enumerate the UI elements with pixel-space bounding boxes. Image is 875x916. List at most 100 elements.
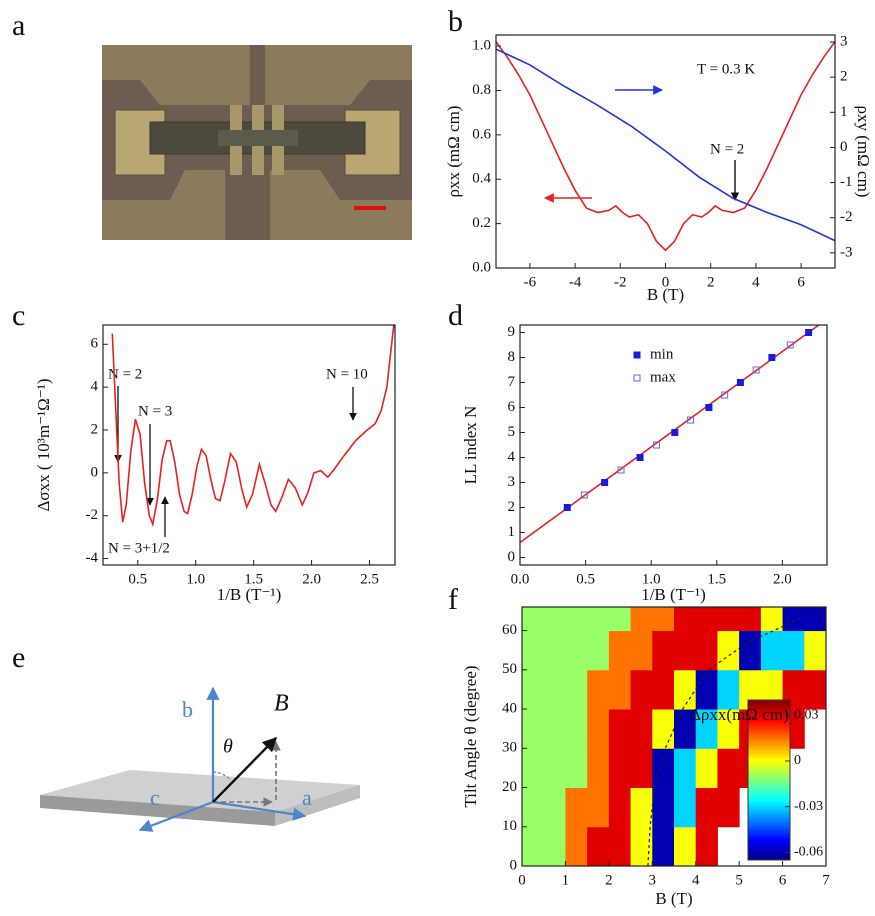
- colorbar-segment: [748, 785, 790, 789]
- heatmap-cell: [608, 669, 632, 710]
- heatmap-cell: [565, 630, 588, 671]
- panel-label: b: [448, 5, 463, 38]
- x-tick-label: 1.5: [707, 571, 726, 587]
- heatmap-cell: [695, 787, 718, 828]
- colorbar-segment: [748, 796, 790, 800]
- panel: 0.5 1.0 1.5 2.0 2.5 -4 -2 0 2 4 6 1/B (T⁻¹) Δσxx ( 1…: [34, 324, 396, 604]
- heatmap-cell: [587, 709, 610, 749]
- data-point: [636, 454, 644, 461]
- colorbar-segment: [748, 708, 790, 712]
- x-tick-label: 5: [735, 872, 743, 888]
- heatmap-cell: [652, 709, 675, 749]
- colorbar-segment: [748, 777, 790, 781]
- data-line: [111, 325, 395, 528]
- x-tick-label: 4: [692, 872, 700, 888]
- colorbar-segment: [748, 844, 790, 848]
- heatmap-cell: [587, 669, 610, 710]
- colorbar-segment: [748, 825, 790, 829]
- x-tick-label: 6: [779, 872, 787, 888]
- colorbar-tick-label: -0.03: [794, 799, 823, 814]
- legend-label: max: [650, 369, 676, 385]
- plot-area: [496, 41, 835, 252]
- colorbar-segment: [748, 801, 790, 805]
- x-tick-label: 3: [649, 872, 657, 888]
- panel: 0.03 0 -0.03 -0.06 Δρxx(mΩ cm) 0 1 2 3 4 5 6 7 0 10 20 3…: [461, 606, 830, 908]
- heatmap-cell: [630, 669, 653, 710]
- y2-tick-label: 3: [840, 33, 848, 49]
- heatmap-cell: [630, 787, 653, 828]
- colorbar-segment: [748, 833, 790, 837]
- colorbar-segment: [748, 828, 790, 832]
- y2-tick-label: 0: [840, 139, 848, 155]
- legend-label: min: [650, 346, 674, 362]
- colorbar-segment: [748, 804, 790, 808]
- heatmap-cell: [760, 607, 784, 632]
- heatmap-cell: [695, 709, 718, 749]
- heatmap-cell: [522, 630, 545, 671]
- colorbar-tick-label: 0.03: [794, 707, 819, 722]
- y2-tick-label: -3: [840, 244, 853, 260]
- heatmap-cell: [717, 787, 740, 828]
- heatmap-cell: [630, 630, 653, 671]
- colorbar-segment: [748, 742, 790, 746]
- data-point: [768, 354, 776, 361]
- y-tick-label: 30: [502, 740, 517, 756]
- colorbar-segment: [748, 721, 790, 725]
- colorbar-label: Δρxx(mΩ cm): [690, 705, 789, 724]
- heatmap-cell: [695, 669, 718, 710]
- colorbar-segment: [748, 822, 790, 826]
- heatmap-cell: [782, 630, 805, 671]
- colorbar-segment: [748, 734, 790, 738]
- heatmap-cell: [652, 669, 675, 710]
- panel-label: a: [12, 9, 25, 42]
- x-tick-label: 0: [662, 274, 670, 290]
- colorbar-segment: [748, 713, 790, 717]
- heatmap-cell: [543, 748, 566, 789]
- x-tick-label: -6: [524, 274, 537, 290]
- data-point: [671, 429, 679, 436]
- colorbar-segment: [748, 732, 790, 736]
- annotation: N = 3+1/2: [108, 540, 170, 556]
- heatmap-cell: [674, 607, 697, 632]
- colorbar-segment: [748, 710, 790, 714]
- y2-tick-label: 2: [840, 69, 848, 85]
- colorbar-segment: [748, 729, 790, 733]
- colorbar-segment: [748, 820, 790, 824]
- heatmap-cell: [522, 607, 545, 632]
- y-tick-label: 5: [508, 424, 516, 440]
- colorbar-segment: [748, 761, 790, 765]
- heatmap-cell: [608, 630, 632, 671]
- x-tick-label: 6: [797, 274, 805, 290]
- heatmap-cell: [804, 630, 826, 671]
- heatmap-cell: [717, 607, 740, 632]
- x-tick-label: 0.5: [128, 571, 147, 587]
- x-tick-label: 0.0: [511, 571, 530, 587]
- colorbar-segment: [748, 740, 790, 744]
- heatmap-cell: [587, 826, 610, 866]
- y-tick-label: 6: [91, 336, 99, 352]
- plot-area: [520, 325, 821, 544]
- heatmap-cell: [522, 748, 545, 789]
- x-tick-label: 0.5: [576, 571, 595, 587]
- panel: min max 0.0 0.5 1.0 1.5 2.0 0 1 2 3 4 5 6 7 8 9 1/B (T⁻¹)…: [461, 324, 828, 604]
- colorbar-frame: [747, 699, 791, 861]
- x-tick-label: 1.0: [186, 571, 205, 587]
- colorbar-segment: [748, 793, 790, 797]
- heatmap-cell: [695, 826, 718, 866]
- heatmap-cell: [782, 607, 805, 632]
- heatmap-cell: [522, 826, 545, 866]
- colorbar-segment: [748, 809, 790, 813]
- colorbar-segment: [748, 756, 790, 760]
- panel: -6 -4 -2 0 2 4 6 0.0 0.2 0.4 0.6 0.8 1.0 -3 -2 -1 0 1 2 3 ρx…: [444, 33, 873, 303]
- heatmap-cell: [630, 748, 653, 789]
- x-axis-label: B (T): [655, 889, 692, 908]
- colorbar-segment: [748, 806, 790, 810]
- colorbar-segment: [748, 814, 790, 818]
- colorbar-segment: [748, 745, 790, 749]
- field-label: B: [274, 691, 289, 717]
- heatmap-cell: [608, 787, 632, 828]
- heatmap-cell: [522, 709, 545, 749]
- colorbar-segment: [748, 836, 790, 840]
- y2-axis-label: ρxy (mΩ cm): [854, 106, 873, 198]
